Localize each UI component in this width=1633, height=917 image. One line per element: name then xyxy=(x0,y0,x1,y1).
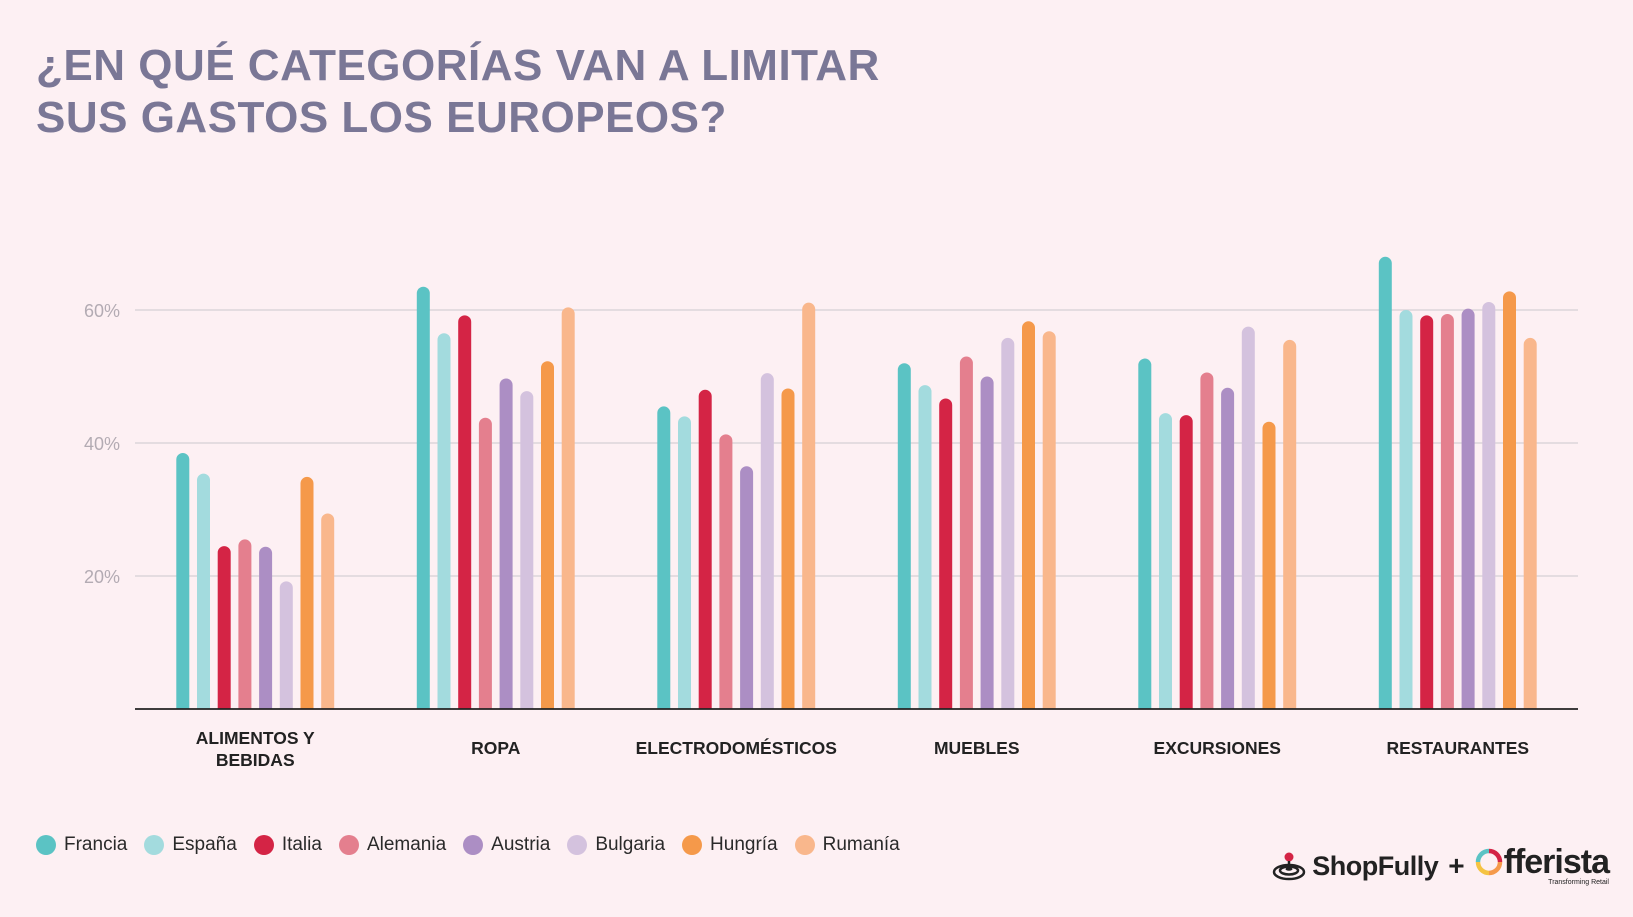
bar-bulgaria xyxy=(1001,337,1015,709)
legend-label: Rumanía xyxy=(822,834,900,855)
legend-label: Bulgaria xyxy=(595,834,666,855)
legend-swatch xyxy=(253,835,274,855)
bar-rumanía xyxy=(561,307,575,709)
bar-francia xyxy=(897,363,911,709)
legend-label: Italia xyxy=(281,834,322,855)
x-category-label: ALIMENTOS Y xyxy=(196,728,315,748)
chart-title: ¿EN QUÉ CATEGORÍAS VAN A LIMITAR SUS GAS… xyxy=(36,40,880,144)
legend-swatch xyxy=(36,835,56,855)
bar-españa xyxy=(678,416,691,709)
bar-hungría xyxy=(300,476,314,709)
bar-españa xyxy=(918,385,932,709)
bar-alemania xyxy=(1200,372,1214,709)
legend-item: Bulgaria xyxy=(567,834,665,856)
legend-label: Alemania xyxy=(366,834,447,855)
x-category-label: ELECTRODOMÉSTICOS xyxy=(636,737,837,758)
y-tick-label: 20% xyxy=(84,567,120,587)
legend-label: España xyxy=(172,834,237,855)
bar-hungría xyxy=(1262,421,1276,709)
bar-alemania xyxy=(719,434,733,709)
bar-hungría xyxy=(781,388,795,709)
bar-italia xyxy=(698,389,712,709)
legend-label: Francia xyxy=(64,834,128,855)
bar-francia xyxy=(1138,358,1152,709)
legend-swatch xyxy=(463,835,484,855)
bar-francia xyxy=(416,286,430,709)
legend-item: Alemania xyxy=(338,834,447,856)
bar-alemania xyxy=(478,417,492,709)
legend-item: España xyxy=(144,834,237,856)
legend-item: Hungría xyxy=(682,834,778,856)
bar-austria xyxy=(980,376,994,709)
bar-bulgaria xyxy=(279,581,293,709)
bar-rumanía xyxy=(321,513,335,709)
bar-hungría xyxy=(541,361,554,709)
chart-title-line-2: SUS GASTOS LOS EUROPEOS? xyxy=(36,93,727,142)
x-category-label: EXCURSIONES xyxy=(1154,738,1281,758)
legend-item: Austria xyxy=(463,834,550,856)
offerista-wordmark: fferista xyxy=(1503,843,1610,881)
chart-title-line-1: ¿EN QUÉ CATEGORÍAS VAN A LIMITAR xyxy=(36,41,880,90)
bar-alemania xyxy=(238,539,252,709)
bar-rumanía xyxy=(1523,337,1537,709)
bar-austria xyxy=(499,378,513,709)
legend-label: Hungría xyxy=(710,834,778,855)
x-category-label: RESTAURANTES xyxy=(1386,738,1529,758)
x-category-label: ROPA xyxy=(471,738,521,758)
x-category-label: BEBIDAS xyxy=(216,750,295,770)
legend-swatch xyxy=(144,835,165,855)
bar-francia xyxy=(176,452,190,709)
x-category-label: MUEBLES xyxy=(934,738,1020,758)
shopfully-logo: ShopFully xyxy=(1272,850,1439,882)
bar-hungría xyxy=(1022,321,1035,709)
bar-austria xyxy=(740,466,754,709)
bar-alemania xyxy=(1440,313,1454,709)
shopfully-wordmark: ShopFully xyxy=(1312,850,1439,881)
bar-alemania xyxy=(959,356,973,709)
bar-rumanía xyxy=(1042,331,1056,709)
bar-españa xyxy=(1399,310,1413,709)
legend-swatch xyxy=(794,835,815,855)
bar-rumanía xyxy=(802,302,816,709)
chart-legend: Francia España Italia Alemania Austria Bulgar… xyxy=(36,834,917,856)
offerista-o-icon xyxy=(1475,848,1502,876)
bar-austria xyxy=(259,546,273,709)
offerista-tagline: Transforming Retail xyxy=(1548,879,1609,886)
legend-swatch xyxy=(567,835,588,855)
bar-rumanía xyxy=(1283,339,1297,709)
bar-españa xyxy=(1159,413,1172,709)
bar-francia xyxy=(657,406,671,709)
legend-label: Austria xyxy=(491,834,551,855)
bar-españa xyxy=(437,333,451,709)
bar-italia xyxy=(939,398,953,709)
legend-item: Rumanía xyxy=(794,834,900,856)
bar-italia xyxy=(458,315,472,709)
bar-francia xyxy=(1378,256,1392,709)
bar-bulgaria xyxy=(520,391,534,709)
bar-españa xyxy=(197,473,210,709)
bar-bulgaria xyxy=(1482,302,1496,709)
offerista-logo: fferista Transforming Retail xyxy=(1475,843,1610,886)
bar-bulgaria xyxy=(1241,326,1255,709)
logo-plus-sign: + xyxy=(1448,850,1465,881)
legend-swatch xyxy=(338,835,359,855)
legend-item: Italia xyxy=(253,834,322,856)
bar-austria xyxy=(1221,387,1235,709)
bar-italia xyxy=(1179,415,1193,709)
bar-italia xyxy=(1420,315,1434,709)
bar-hungría xyxy=(1503,291,1516,709)
bar-bulgaria xyxy=(760,373,774,709)
shopfully-pin-icon xyxy=(1273,852,1306,881)
y-tick-label: 40% xyxy=(84,434,120,454)
legend-swatch xyxy=(682,835,703,855)
y-tick-label: 60% xyxy=(84,301,120,321)
brand-logos: ShopFully + fferista Transforming Retail xyxy=(1272,843,1610,886)
bar-austria xyxy=(1461,308,1475,709)
legend-item: Francia xyxy=(36,834,127,856)
bar-italia xyxy=(217,546,231,709)
